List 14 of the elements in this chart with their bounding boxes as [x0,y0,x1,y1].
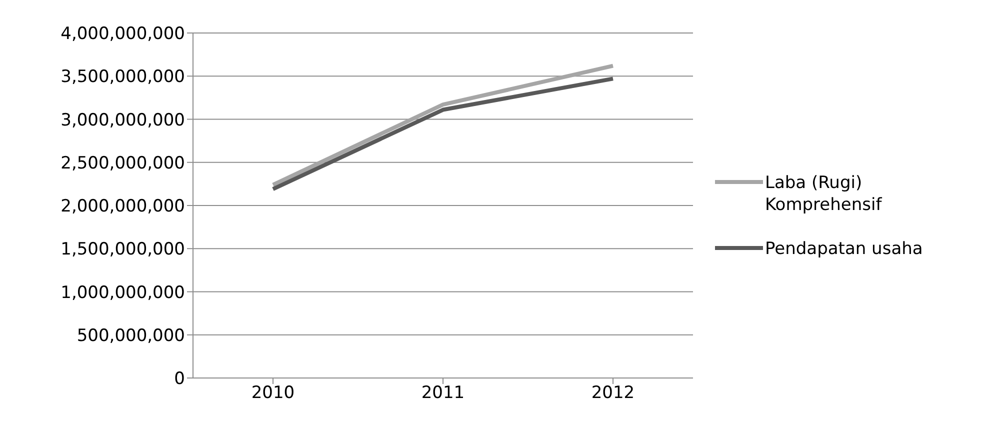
x-tick-label: 2010 [251,383,295,404]
x-tick-label: 2011 [421,383,465,404]
y-tick-label: 2,000,000,000 [60,196,185,217]
x-tick-label: 2012 [591,383,635,404]
legend-label: Pendapatan usaha [765,238,924,260]
y-tick-label: 2,500,000,000 [60,153,185,174]
y-tick-label: 1,000,000,000 [60,282,185,303]
y-tick-label: 3,500,000,000 [60,67,185,88]
y-tick-label: 3,000,000,000 [60,110,185,130]
y-tick-label: 1,500,000,000 [60,240,185,260]
y-tick-label: 4,000,000,000 [60,24,185,44]
legend-label: Laba (Rugi) Komprehensif [765,172,883,216]
y-tick-label: 500,000,000 [76,326,185,346]
y-tick-label: 0 [174,369,185,390]
